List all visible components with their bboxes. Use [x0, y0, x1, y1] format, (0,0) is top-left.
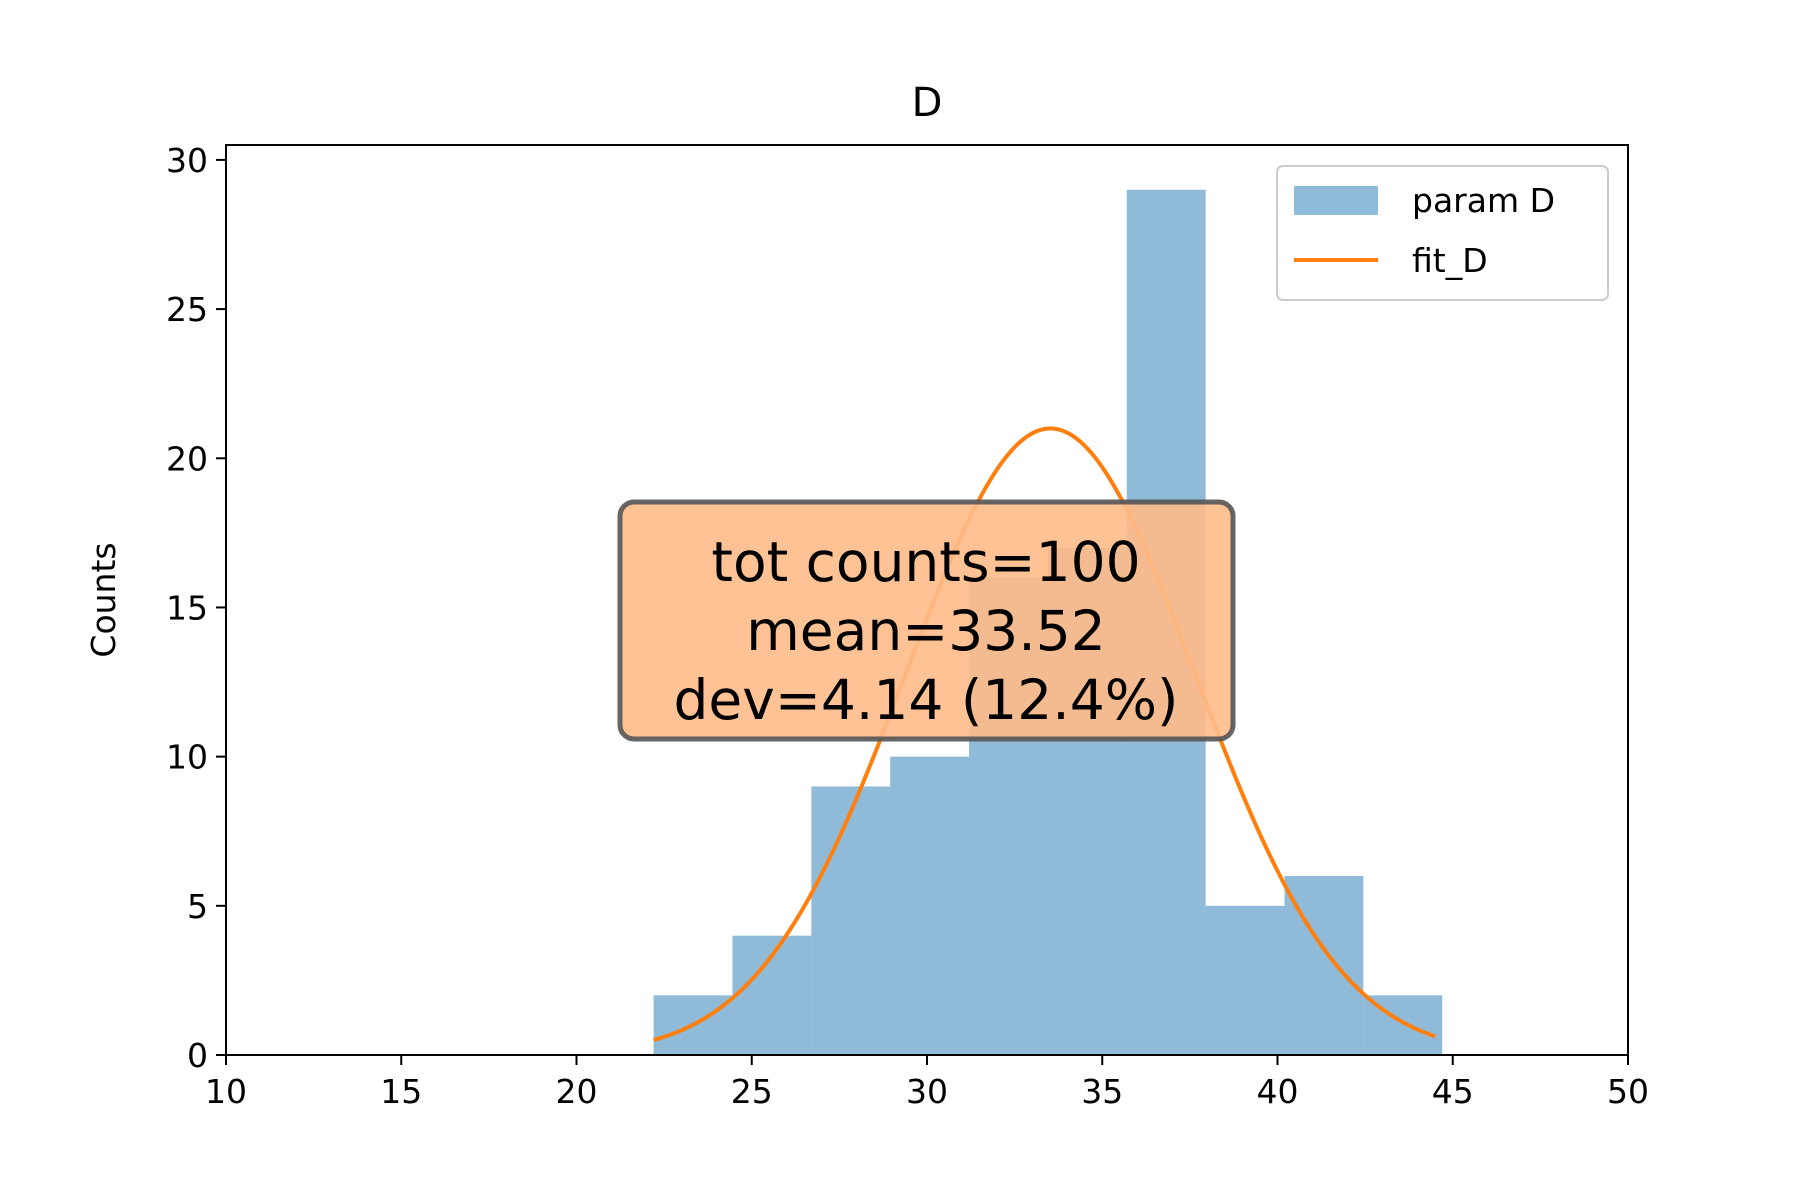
y-tick-label: 10	[166, 738, 208, 777]
x-axis-ticks: 10 15 20 25 30 35 40 45 50	[205, 1055, 1649, 1111]
x-tick-label: 45	[1432, 1072, 1474, 1111]
histogram-bar-7	[1205, 905, 1285, 1055]
x-tick-label: 15	[380, 1072, 422, 1111]
legend-label-param-d: param D	[1412, 181, 1555, 220]
annotation-line-2: dev=4.14 (12.4%)	[674, 668, 1179, 732]
fit-curve-layer	[653, 426, 1436, 1043]
x-tick-label: 10	[205, 1072, 247, 1111]
y-tick-label: 30	[166, 141, 208, 180]
x-tick-label: 40	[1257, 1072, 1299, 1111]
legend-label-fit-d: fit_D	[1412, 241, 1488, 280]
fit-curve-line	[653, 426, 1436, 1043]
legend: param D fit_D	[1276, 165, 1609, 301]
chart-title: D	[912, 80, 943, 126]
y-tick-label: 20	[166, 439, 208, 478]
histogram-bars	[653, 189, 1443, 1056]
histogram-bar-3	[890, 756, 970, 1055]
y-tick-label: 15	[166, 588, 208, 627]
y-tick-label: 5	[187, 887, 208, 926]
x-tick-label: 30	[906, 1072, 948, 1111]
x-tick-label: 35	[1081, 1072, 1123, 1111]
histogram-bar-2	[811, 786, 891, 1055]
annotation-line-0: tot counts=100	[711, 530, 1140, 594]
y-axis-ticks: 0 5 10 15 20 25 30	[166, 141, 226, 1075]
annotation-line-1: mean=33.52	[746, 599, 1106, 663]
x-tick-label: 25	[731, 1072, 773, 1111]
y-tick-label: 0	[187, 1036, 208, 1075]
legend-swatch-param-d	[1294, 186, 1378, 215]
y-tick-label: 25	[166, 290, 208, 329]
annotation-box	[617, 499, 1236, 742]
x-tick-label: 20	[556, 1072, 598, 1111]
x-tick-label: 50	[1607, 1072, 1649, 1111]
y-axis-label: Counts	[84, 542, 123, 657]
